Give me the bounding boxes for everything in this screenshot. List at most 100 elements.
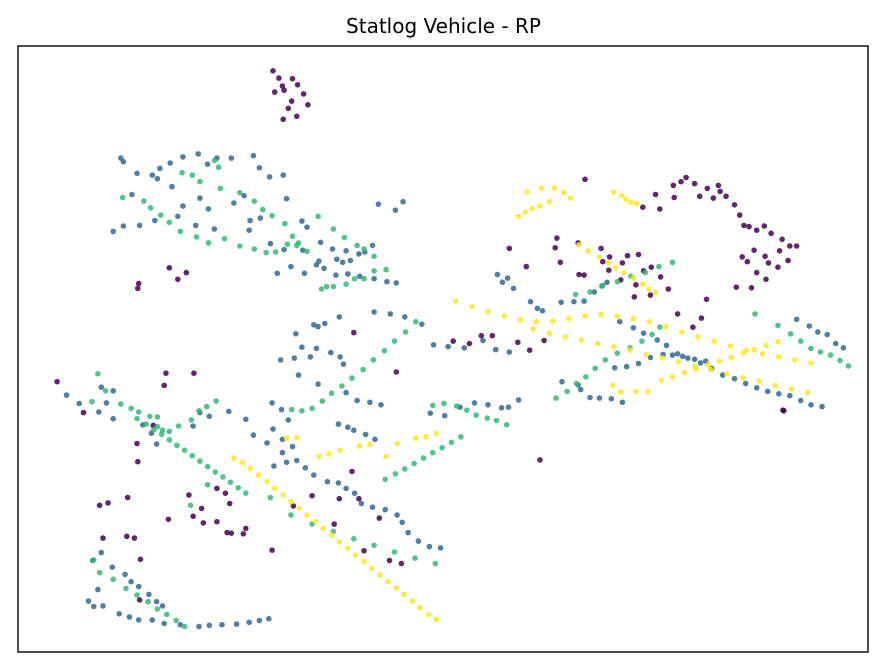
data-point-class_1-129 [351, 490, 358, 497]
data-point-class_3-83 [316, 453, 322, 460]
data-point-class_0-4 [281, 87, 287, 93]
data-point-class_1-123 [294, 457, 300, 464]
data-point-class_3-79 [763, 342, 769, 349]
data-point-class_1-219 [840, 345, 847, 351]
data-point-class_1-101 [291, 355, 298, 361]
data-point-class_1-163 [256, 617, 263, 624]
data-point-class_3-60 [724, 371, 730, 377]
data-point-class_0-24 [134, 440, 140, 447]
data-point-class_3-108 [352, 552, 359, 558]
data-point-class_2-118 [123, 585, 129, 592]
data-point-class_0-126 [523, 263, 530, 270]
data-point-class_0-77 [671, 194, 677, 201]
data-point-class_0-106 [763, 276, 769, 283]
data-point-class_3-24 [652, 289, 659, 296]
data-point-class_2-106 [267, 494, 274, 501]
data-point-class_0-66 [541, 337, 547, 344]
data-point-class_1-49 [288, 263, 294, 270]
data-point-class_3-34 [598, 311, 604, 318]
data-point-class_0-34 [190, 513, 196, 520]
data-point-class_1-38 [300, 247, 306, 253]
data-point-class_3-105 [328, 532, 335, 538]
data-point-class_0-45 [228, 530, 235, 536]
data-point-class_3-15 [576, 242, 582, 248]
data-point-class_1-192 [685, 355, 691, 361]
data-point-class_1-82 [98, 384, 105, 391]
data-point-class_3-101 [296, 505, 303, 512]
data-point-class_1-119 [285, 417, 292, 423]
data-point-class_0-108 [748, 285, 755, 291]
data-point-class_1-114 [351, 427, 357, 434]
data-point-class_1-68 [322, 320, 328, 327]
data-point-class_0-94 [768, 230, 774, 237]
data-point-class_0-68 [582, 176, 588, 183]
data-point-class_0-85 [715, 182, 722, 189]
data-point-class_3-47 [808, 360, 814, 366]
data-point-class_2-45 [89, 398, 95, 405]
data-point-class_1-97 [279, 449, 286, 456]
data-point-class_2-149 [817, 349, 824, 355]
data-point-class_3-90 [413, 435, 419, 441]
data-point-class_0-107 [753, 269, 760, 276]
data-point-class_1-95 [250, 432, 257, 438]
data-point-class_1-222 [577, 386, 584, 393]
data-point-class_0-67 [537, 457, 543, 463]
data-point-class_0-41 [124, 533, 130, 540]
data-point-class_0-31 [222, 490, 229, 497]
data-point-class_3-66 [610, 382, 616, 389]
data-point-class_2-90 [464, 407, 470, 414]
data-point-class_0-99 [744, 258, 751, 265]
data-point-class_0-61 [466, 340, 473, 347]
data-point-class_0-72 [598, 245, 604, 252]
data-point-class_3-80 [775, 338, 781, 345]
data-point-class_1-126 [324, 478, 331, 485]
data-point-class_1-98 [283, 459, 290, 466]
data-point-class_0-23 [150, 422, 156, 429]
data-point-class_1-22 [241, 192, 247, 199]
data-point-class_2-84 [391, 338, 398, 344]
data-point-class_0-55 [361, 548, 367, 554]
data-point-class_0-120 [635, 251, 642, 258]
data-point-class_2-111 [371, 542, 377, 549]
data-point-class_1-121 [279, 436, 286, 443]
data-point-class_2-139 [614, 278, 621, 285]
data-point-class_2-71 [227, 479, 234, 486]
data-point-class_3-74 [705, 362, 711, 368]
data-point-class_1-25 [283, 195, 290, 202]
data-point-class_1-206 [623, 363, 630, 370]
data-point-class_1-143 [128, 578, 134, 585]
data-point-class_0-111 [698, 315, 705, 321]
data-point-class_1-54 [345, 271, 351, 277]
data-point-class_2-116 [96, 569, 103, 576]
data-point-class_1-75 [445, 343, 451, 350]
data-point-class_0-116 [657, 274, 664, 280]
data-point-class_2-1 [215, 164, 222, 170]
data-point-class_1-171 [505, 404, 512, 411]
data-point-class_1-19 [197, 195, 203, 201]
data-point-class_0-83 [704, 185, 711, 192]
data-point-class_0-54 [376, 515, 383, 521]
data-point-class_0-38 [200, 520, 207, 526]
data-point-class_1-217 [824, 331, 830, 338]
data-point-class_1-72 [402, 314, 408, 320]
data-point-class_0-5 [289, 75, 296, 82]
data-point-class_3-112 [385, 578, 391, 585]
data-point-class_1-70 [371, 309, 377, 315]
data-point-class_0-93 [761, 223, 768, 229]
data-point-class_2-47 [128, 405, 134, 412]
data-point-class_2-43 [95, 371, 101, 377]
data-point-class_2-49 [147, 413, 153, 420]
data-point-class_1-144 [135, 583, 142, 590]
data-point-class_1-31 [152, 217, 158, 224]
data-point-class_1-6 [180, 154, 186, 160]
data-point-class_1-150 [90, 603, 97, 610]
data-point-class_1-106 [295, 372, 302, 378]
data-point-class_1-44 [334, 256, 340, 263]
data-point-class_1-176 [494, 271, 501, 278]
data-point-class_0-56 [386, 557, 393, 564]
data-point-class_0-110 [703, 296, 710, 303]
data-point-class_2-64 [174, 442, 180, 449]
data-point-class_3-22 [640, 281, 646, 288]
data-point-class_3-16 [585, 248, 592, 254]
data-point-class_2-80 [349, 375, 355, 381]
